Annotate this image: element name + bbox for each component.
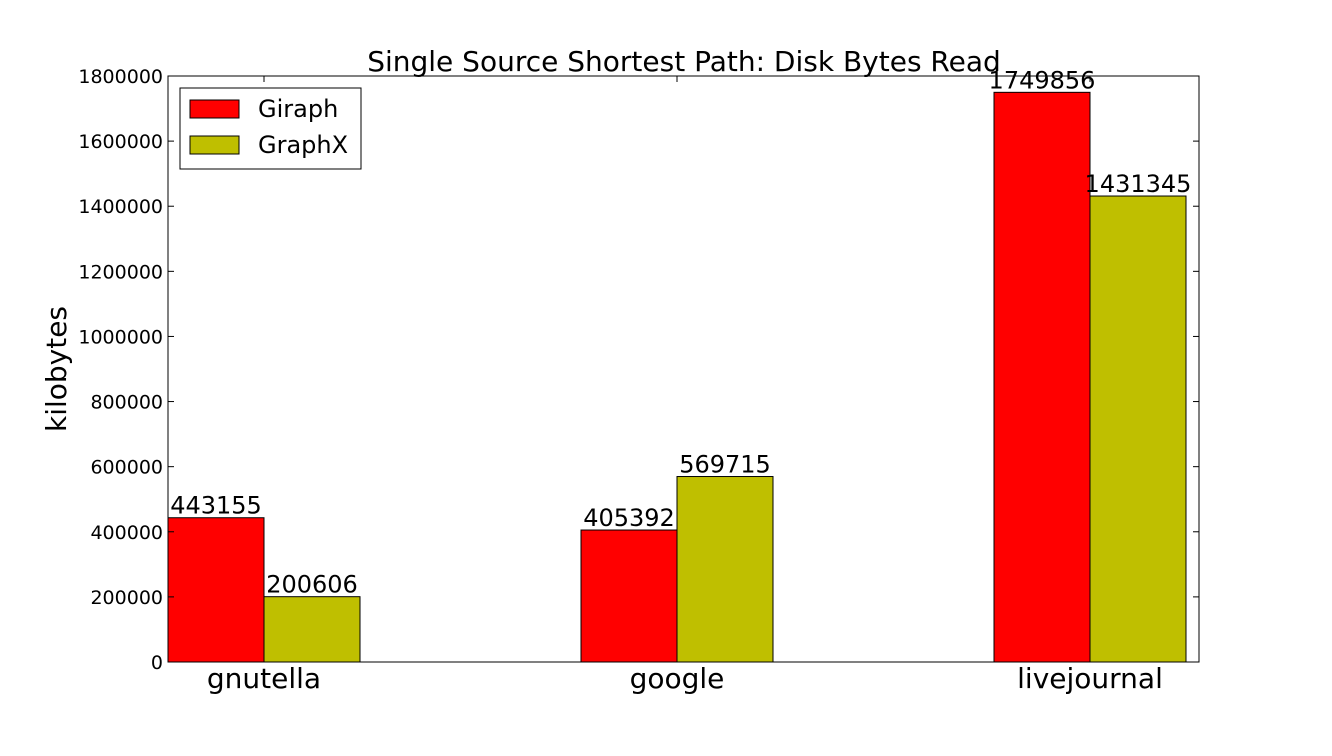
y-tick-label: 200000 bbox=[90, 587, 163, 609]
y-tick-label: 0 bbox=[151, 652, 163, 674]
data-label: 1431345 bbox=[1085, 170, 1192, 198]
x-tick-label: google bbox=[630, 662, 725, 695]
y-tick-label: 1200000 bbox=[78, 261, 163, 283]
y-tick-label: 600000 bbox=[90, 457, 163, 479]
bar-graphx-gnutella bbox=[263, 596, 361, 663]
legend-label: Giraph bbox=[258, 95, 338, 123]
data-label: 200606 bbox=[266, 571, 358, 599]
x-tick-label: livejournal bbox=[1017, 662, 1163, 695]
y-tick-label: 800000 bbox=[90, 392, 163, 414]
bar-giraph-livejournal bbox=[993, 91, 1091, 663]
bar-giraph-gnutella bbox=[167, 517, 265, 663]
legend: Giraph GraphX bbox=[179, 87, 362, 170]
bar-graphx-google bbox=[676, 476, 774, 663]
x-tick-label: gnutella bbox=[207, 662, 321, 695]
data-label: 569715 bbox=[679, 451, 771, 479]
bar-giraph-google bbox=[580, 529, 678, 663]
legend-swatch bbox=[189, 99, 240, 119]
y-tick-label: 1000000 bbox=[78, 326, 163, 348]
data-label: 405392 bbox=[583, 504, 675, 532]
y-tick-label: 1800000 bbox=[78, 66, 163, 88]
plot-frame bbox=[167, 75, 1200, 663]
y-tick-label: 1400000 bbox=[78, 196, 163, 218]
bar-graphx-livejournal bbox=[1089, 195, 1187, 663]
y-tick-label: 1600000 bbox=[78, 131, 163, 153]
legend-label: GraphX bbox=[258, 131, 348, 159]
legend-swatch bbox=[189, 135, 240, 155]
data-label: 443155 bbox=[170, 492, 262, 520]
chart-title: Single Source Shortest Path: Disk Bytes … bbox=[367, 45, 1001, 78]
y-tick-label: 400000 bbox=[90, 522, 163, 544]
y-axis-label: kilobytes bbox=[40, 306, 73, 432]
data-label: 1749856 bbox=[989, 66, 1096, 94]
